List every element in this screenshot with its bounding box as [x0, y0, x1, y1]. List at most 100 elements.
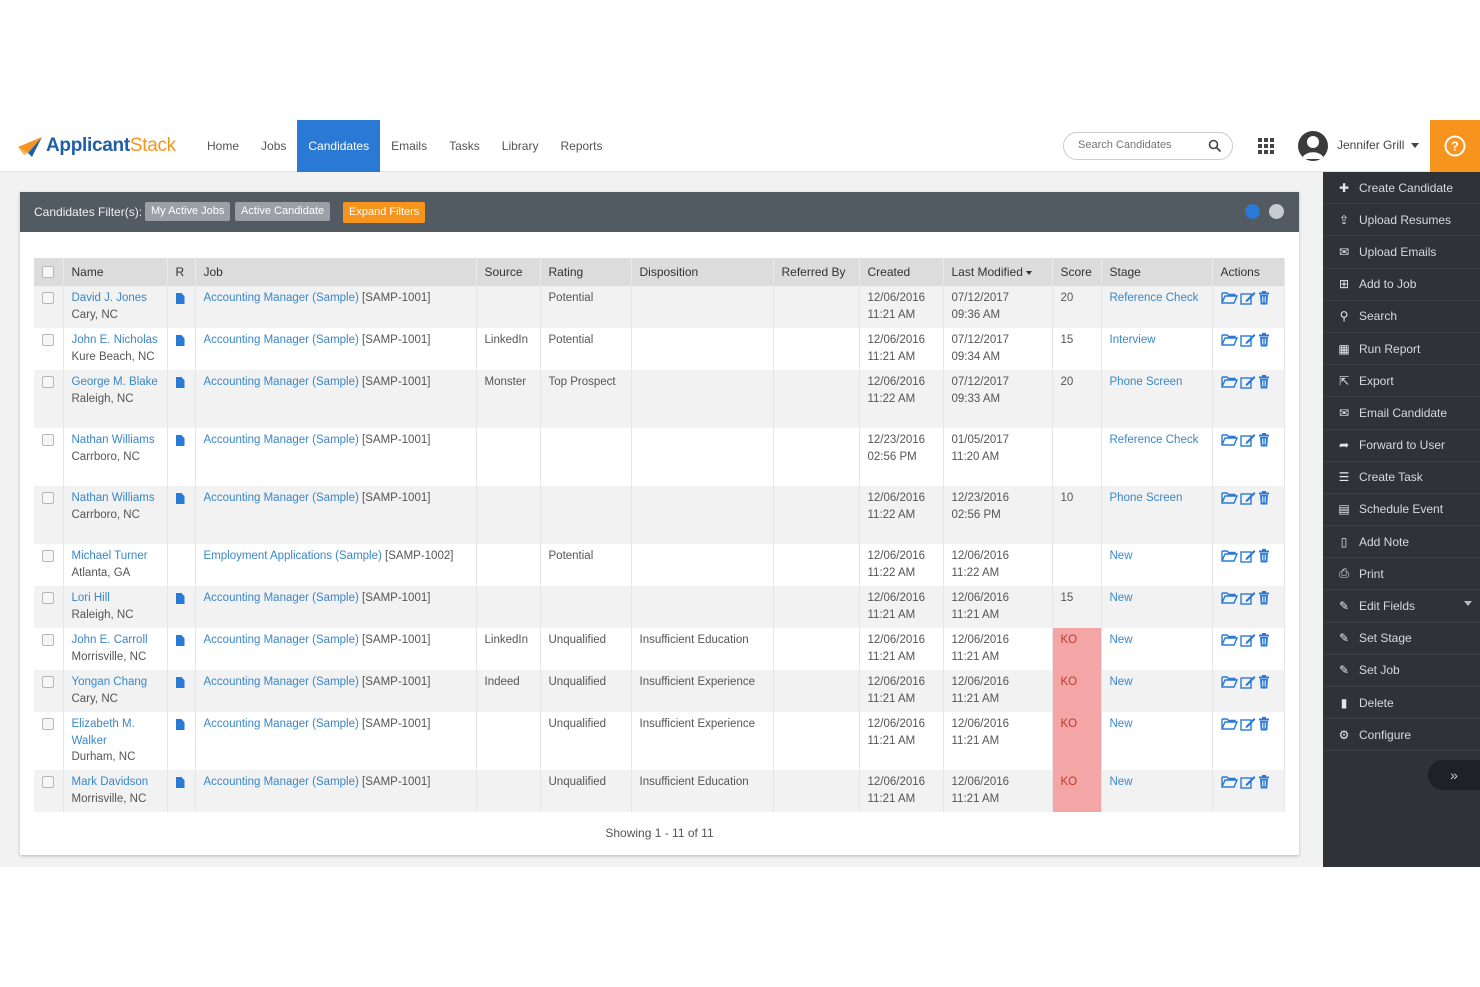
stage-link[interactable]: New	[1109, 592, 1133, 604]
column-header-score[interactable]: Score	[1052, 258, 1102, 286]
column-header-rating[interactable]: Rating	[540, 258, 632, 286]
job-link[interactable]: Accounting Manager (Sample)	[203, 592, 359, 604]
candidate-name-link[interactable]: David J. Jones	[71, 292, 147, 304]
stage-link[interactable]: Reference Check	[1109, 292, 1199, 304]
table-row[interactable]: John E. Nicholas Kure Beach, NC Accounting…	[34, 328, 1285, 370]
nav-candidates[interactable]: Candidates	[297, 120, 381, 172]
apps-grid-icon[interactable]	[1258, 138, 1274, 154]
table-row[interactable]: Elizabeth M. Walker Durham, NC Accounting …	[34, 712, 1285, 770]
resume-document-icon[interactable]	[175, 777, 185, 788]
edit-icon[interactable]	[1239, 633, 1256, 647]
stage-link[interactable]: Phone Screen	[1109, 376, 1183, 388]
search-icon[interactable]	[1208, 139, 1222, 153]
row-checkbox[interactable]	[42, 292, 54, 304]
resume-document-icon[interactable]	[175, 435, 185, 446]
candidate-name-link[interactable]: Mark Davidson	[71, 776, 149, 788]
open-folder-icon[interactable]	[1220, 333, 1238, 347]
edit-icon[interactable]	[1239, 675, 1256, 689]
resume-document-icon[interactable]	[175, 335, 185, 346]
resume-document-icon[interactable]	[175, 493, 185, 504]
column-header-created[interactable]: Created	[859, 258, 944, 286]
table-row[interactable]: John E. Carroll Morrisville, NC Accounting…	[34, 628, 1285, 670]
candidate-name-link[interactable]: John E. Nicholas	[71, 334, 158, 346]
edit-icon[interactable]	[1239, 491, 1256, 505]
column-header-name[interactable]: Name	[63, 258, 168, 286]
column-header-last-modified[interactable]: Last Modified	[943, 258, 1053, 286]
user-menu[interactable]: Jennifer Grill	[1337, 138, 1419, 152]
sidebar-item-create-candidate[interactable]: ✚ Create Candidate	[1323, 172, 1480, 205]
table-row[interactable]: Yongan Chang Cary, NC Accounting Manager (…	[34, 670, 1285, 712]
sidebar-item-add-to-job[interactable]: ⊞ Add to Job	[1323, 269, 1480, 301]
column-header-disposition[interactable]: Disposition	[631, 258, 774, 286]
row-checkbox[interactable]	[42, 434, 54, 446]
filter-clear-icon[interactable]	[1269, 204, 1284, 219]
resume-document-icon[interactable]	[175, 719, 185, 730]
sidebar-item-set-job[interactable]: ✎ Set Job	[1323, 655, 1480, 687]
candidate-name-link[interactable]: Michael Turner	[71, 550, 148, 562]
trash-icon[interactable]	[1258, 633, 1270, 647]
sidebar-item-edit-fields[interactable]: ✎ Edit Fields	[1323, 590, 1480, 623]
trash-icon[interactable]	[1258, 775, 1270, 789]
open-folder-icon[interactable]	[1220, 433, 1238, 447]
trash-icon[interactable]	[1258, 717, 1270, 731]
job-link[interactable]: Accounting Manager (Sample)	[203, 676, 359, 688]
open-folder-icon[interactable]	[1220, 491, 1238, 505]
sidebar-item-schedule-event[interactable]: ▤ Schedule Event	[1323, 494, 1480, 527]
trash-icon[interactable]	[1258, 675, 1270, 689]
filter-chip-active-candidate[interactable]: Active Candidate	[235, 202, 331, 221]
trash-icon[interactable]	[1258, 491, 1270, 505]
stage-link[interactable]: Phone Screen	[1109, 492, 1183, 504]
job-link[interactable]: Accounting Manager (Sample)	[203, 334, 359, 346]
row-checkbox[interactable]	[42, 376, 54, 388]
row-checkbox[interactable]	[42, 592, 54, 604]
edit-icon[interactable]	[1239, 433, 1256, 447]
collapse-sidebar-button[interactable]: »	[1428, 760, 1480, 790]
job-link[interactable]: Accounting Manager (Sample)	[203, 292, 359, 304]
nav-emails[interactable]: Emails	[391, 139, 428, 153]
edit-icon[interactable]	[1239, 333, 1256, 347]
sidebar-item-run-report[interactable]: ▦ Run Report	[1323, 333, 1480, 366]
resume-document-icon[interactable]	[175, 293, 185, 304]
stage-link[interactable]: New	[1109, 718, 1133, 730]
row-checkbox[interactable]	[42, 550, 54, 562]
nav-library[interactable]: Library	[501, 139, 539, 153]
table-row[interactable]: Nathan Williams Carrboro, NC Accounting Ma…	[34, 486, 1285, 544]
nav-reports[interactable]: Reports	[560, 139, 603, 153]
nav-home[interactable]: Home	[207, 139, 240, 153]
open-folder-icon[interactable]	[1220, 591, 1238, 605]
sidebar-item-upload-resumes[interactable]: ⇪ Upload Resumes	[1323, 204, 1480, 237]
job-link[interactable]: Accounting Manager (Sample)	[203, 492, 359, 504]
nav-tasks[interactable]: Tasks	[449, 139, 480, 153]
candidate-name-link[interactable]: Yongan Chang	[71, 676, 148, 688]
job-link[interactable]: Employment Applications (Sample)	[203, 550, 382, 562]
edit-icon[interactable]	[1239, 775, 1256, 789]
stage-link[interactable]: Interview	[1109, 334, 1156, 346]
candidate-name-link[interactable]: Nathan Williams	[71, 492, 155, 504]
candidate-name-link[interactable]: George M. Blake	[71, 376, 158, 388]
column-header-resume[interactable]: R	[167, 258, 196, 286]
filter-chip-my-active-jobs[interactable]: My Active Jobs	[145, 202, 231, 221]
column-header-referred-by[interactable]: Referred By	[773, 258, 860, 286]
resume-document-icon[interactable]	[175, 377, 185, 388]
avatar[interactable]	[1298, 131, 1328, 161]
open-folder-icon[interactable]	[1220, 717, 1238, 731]
trash-icon[interactable]	[1258, 291, 1270, 305]
edit-icon[interactable]	[1239, 375, 1256, 389]
sidebar-item-print[interactable]: ⎙ Print	[1323, 558, 1480, 591]
table-row[interactable]: George M. Blake Raleigh, NC Accounting Man…	[34, 370, 1285, 428]
filter-options-icon[interactable]	[1245, 204, 1260, 219]
sidebar-item-create-task[interactable]: ☰ Create Task	[1323, 462, 1480, 494]
select-all-checkbox[interactable]	[42, 265, 54, 278]
table-row[interactable]: David J. Jones Cary, NC Accounting Manager…	[34, 286, 1285, 328]
sidebar-item-forward-to-user[interactable]: ➦ Forward to User	[1323, 430, 1480, 462]
edit-icon[interactable]	[1239, 549, 1256, 563]
job-link[interactable]: Accounting Manager (Sample)	[203, 776, 359, 788]
job-link[interactable]: Accounting Manager (Sample)	[203, 718, 359, 730]
sidebar-item-email-candidate[interactable]: ✉ Email Candidate	[1323, 397, 1480, 430]
sidebar-item-delete[interactable]: ▮ Delete	[1323, 687, 1480, 720]
open-folder-icon[interactable]	[1220, 375, 1238, 389]
open-folder-icon[interactable]	[1220, 291, 1238, 305]
job-link[interactable]: Accounting Manager (Sample)	[203, 634, 359, 646]
table-row[interactable]: Mark Davidson Morrisville, NC Accounting M…	[34, 770, 1285, 812]
open-folder-icon[interactable]	[1220, 549, 1238, 563]
